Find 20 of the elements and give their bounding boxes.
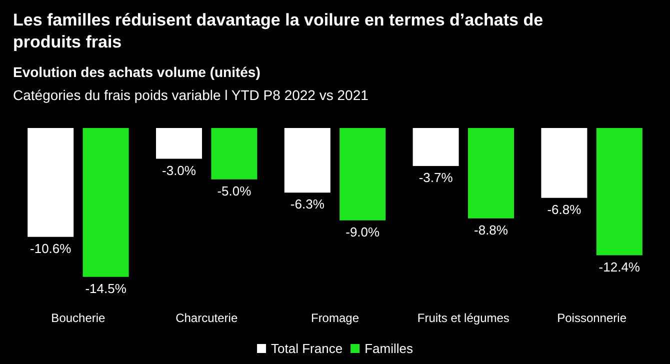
data-label: -9.0% (346, 224, 380, 240)
data-label: -6.8% (547, 202, 582, 217)
data-label: -6.3% (290, 196, 325, 212)
x-tick-label: Fruits et légumes (417, 311, 510, 325)
data-label: -5.0% (217, 183, 252, 198)
data-label: -3.0% (162, 162, 196, 178)
data-label: -3.7% (418, 170, 454, 185)
data-label: -8.8% (474, 222, 508, 238)
x-tick-label: Charcuterie (176, 311, 238, 325)
data-label: -10.6% (30, 240, 72, 256)
legend-label: Total France (271, 341, 343, 356)
legend-label: Familles (364, 341, 414, 356)
x-tick-label: Boucherie (51, 311, 106, 325)
chart-subtitle: Evolution des achats volume (unités) (13, 64, 260, 80)
data-label: -12.4% (598, 259, 640, 274)
chart-title: Les familles réduisent davantage la voilure en termes d’achats de produits frais (13, 10, 548, 52)
text: Catégories du frais poids variable l YTD P8 2022 vs 2021 (13, 87, 369, 103)
x-tick-label: Fromage (310, 311, 360, 325)
data-label: -14.5% (85, 280, 127, 296)
x-tick-label: Poissonnerie (557, 311, 627, 325)
